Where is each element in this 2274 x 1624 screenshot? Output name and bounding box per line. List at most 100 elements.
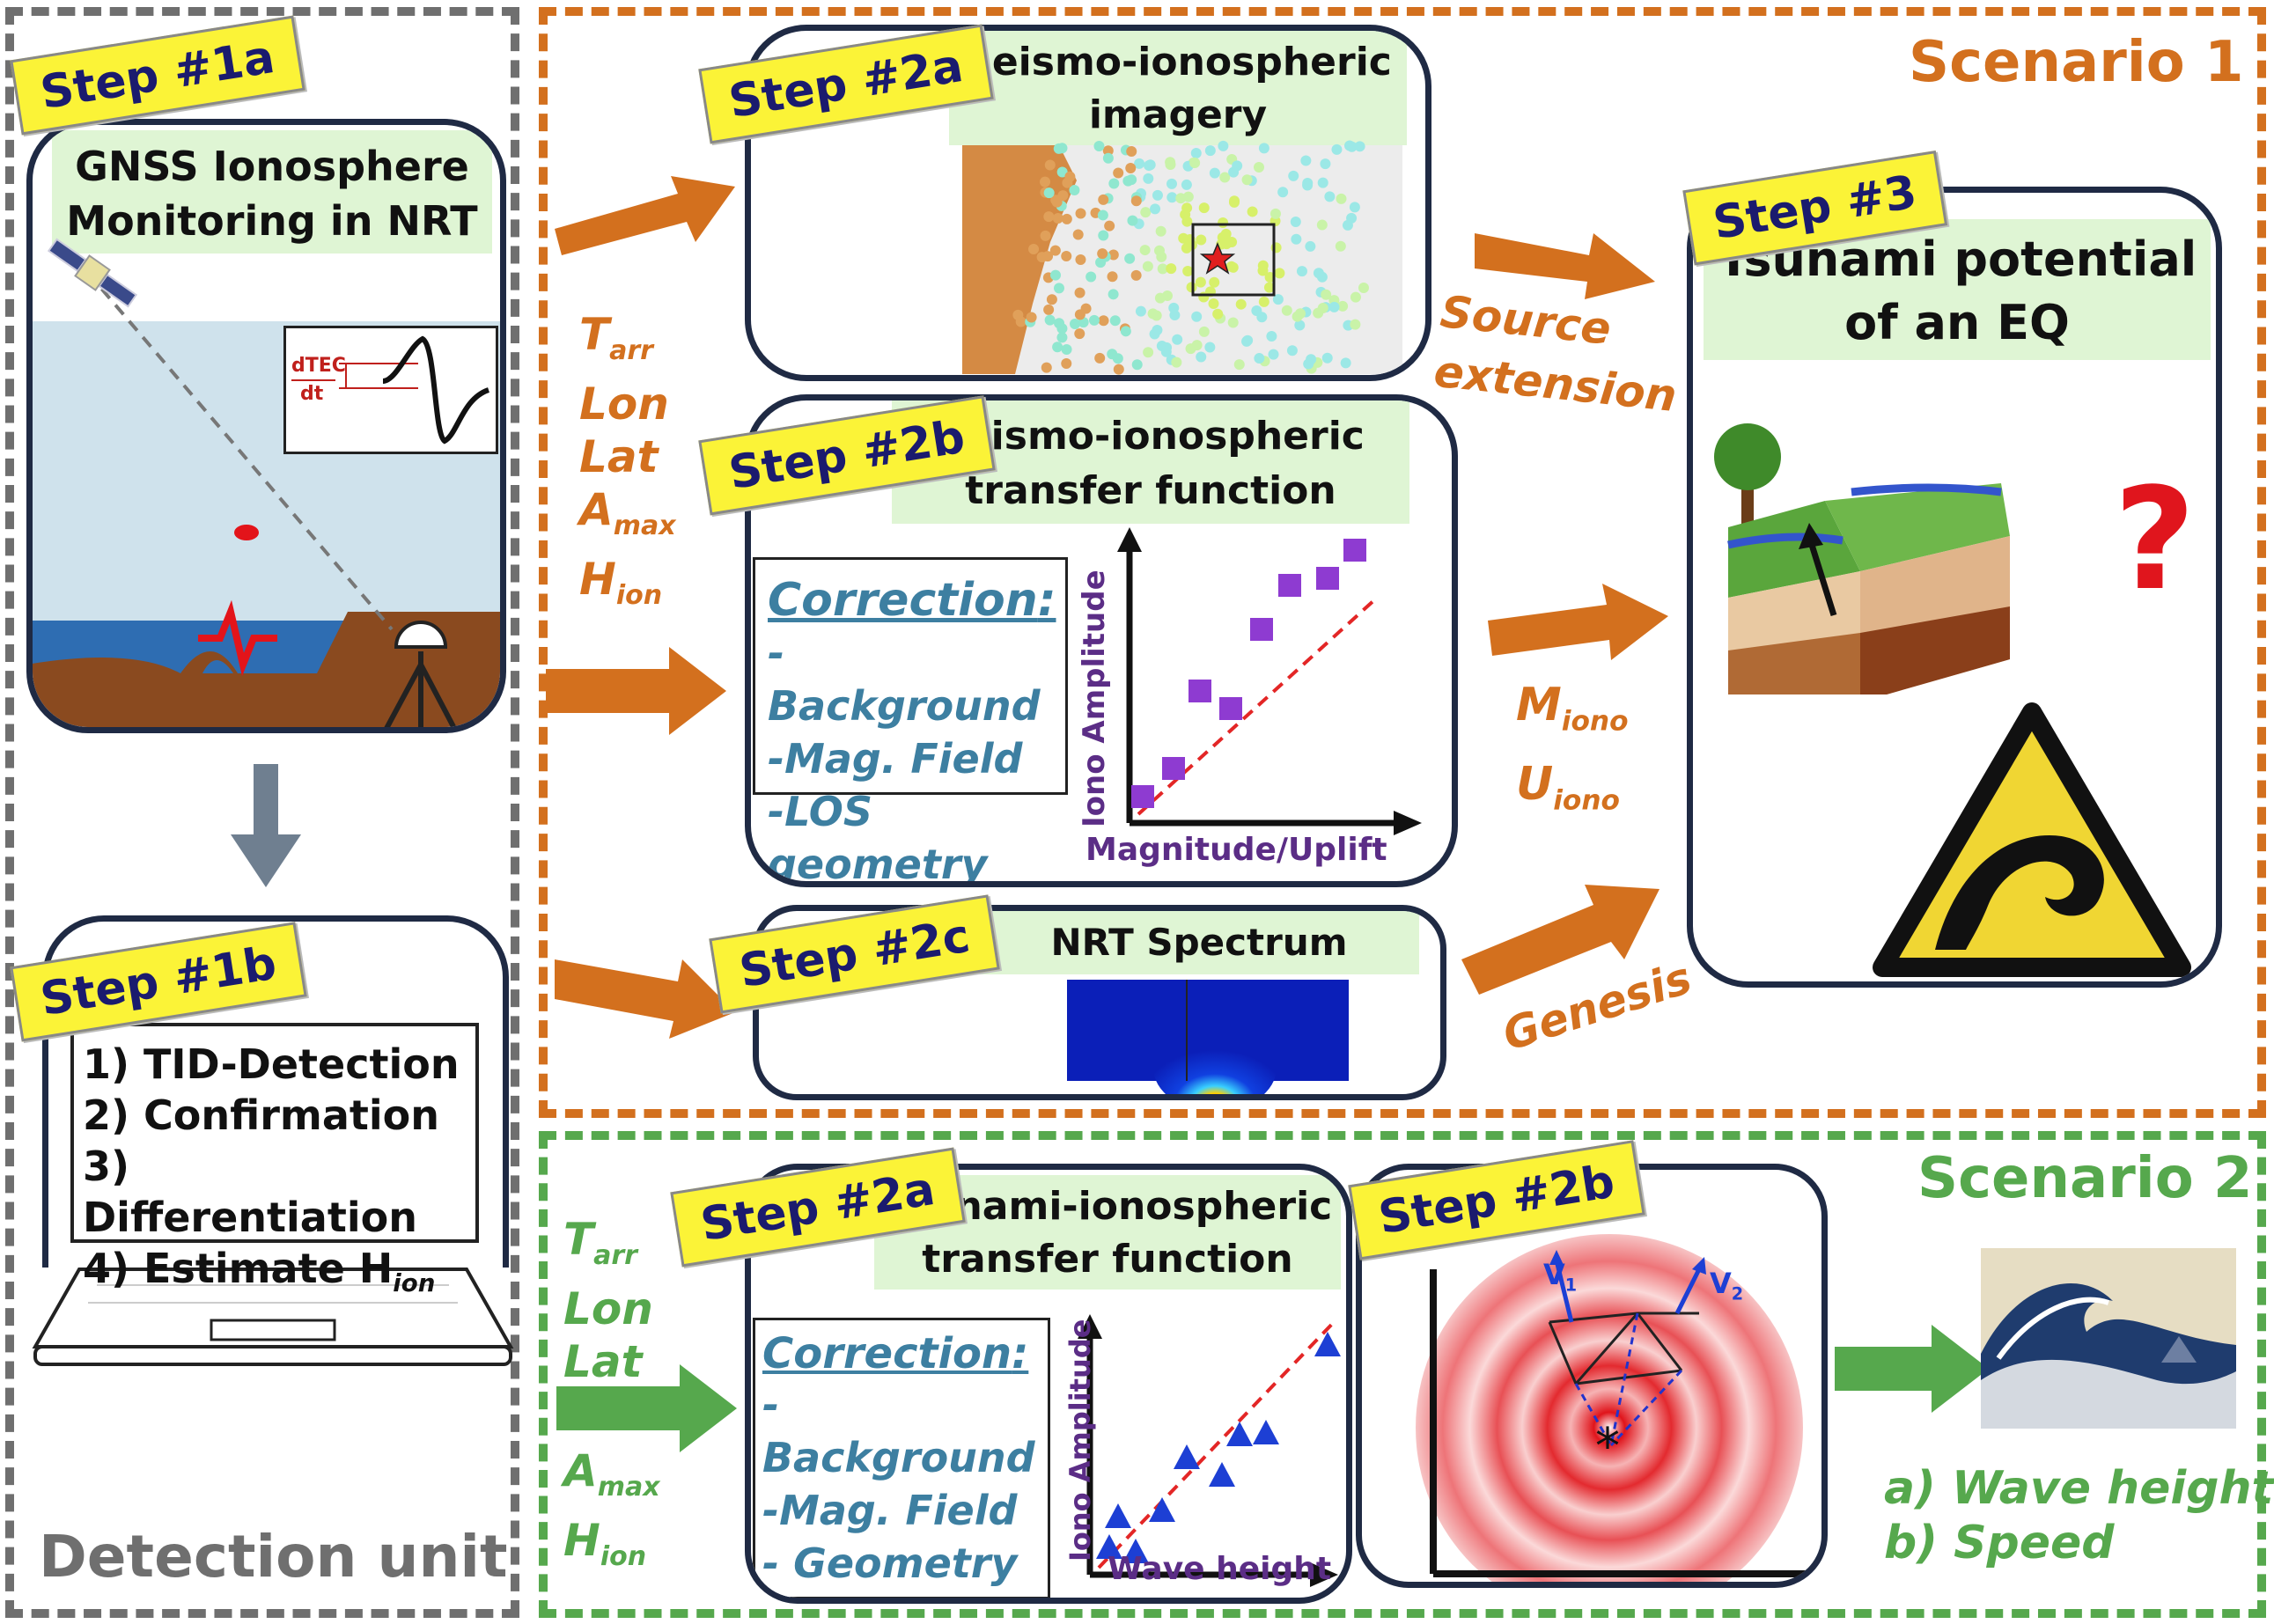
- tec-dot: [1061, 344, 1072, 356]
- tec-dot: [1296, 266, 1307, 277]
- tec-dot: [1075, 254, 1086, 266]
- satellite-icon: [47, 238, 138, 308]
- tec-dot: [1204, 145, 1216, 157]
- tec-dot: [1049, 269, 1061, 281]
- tsunami-warning-icon: [1873, 702, 2191, 977]
- tec-dot: [1135, 305, 1146, 317]
- tec-dot: [1152, 324, 1163, 335]
- tec-dot: [1044, 314, 1056, 326]
- m-u-iono-labels: Miono Uiono: [1516, 673, 1629, 833]
- triangle-marker: [1314, 1332, 1341, 1356]
- tec-dot: [1107, 271, 1118, 283]
- tec-dot: [1354, 141, 1365, 152]
- tec-dot: [1321, 289, 1332, 300]
- param2-lon: Lon: [563, 1283, 653, 1334]
- triangle-marker: [1253, 1420, 1279, 1444]
- tec-dot: [1113, 167, 1124, 179]
- fault-block-icon: [1714, 423, 2010, 694]
- tec-dot: [1181, 202, 1193, 214]
- param1-hion: Hion: [579, 554, 663, 611]
- scenario2-label: Scenario 2: [1917, 1146, 2253, 1211]
- tec-dot: [1350, 291, 1361, 303]
- tec-dot: [1182, 191, 1194, 202]
- tec-dot: [1258, 296, 1269, 307]
- tec-dot: [1104, 220, 1115, 231]
- tec-dot: [1140, 207, 1152, 218]
- tec-dot: [1144, 160, 1155, 172]
- tec-dot: [1191, 311, 1203, 322]
- scatter-marker: [1316, 567, 1339, 590]
- tec-dot: [1088, 314, 1100, 326]
- tec-dot: [1166, 192, 1178, 203]
- tec-dot: [1056, 166, 1068, 178]
- scatter-marker: [1278, 574, 1301, 597]
- tec-dot: [1335, 240, 1346, 252]
- tec-dot: [1331, 143, 1343, 155]
- tec-dot: [1061, 357, 1072, 369]
- tec-dot: [1074, 309, 1085, 320]
- scatter-marker: [1250, 618, 1273, 641]
- tec-dot: [1235, 298, 1247, 310]
- tec-dot: [1209, 276, 1220, 288]
- tec-dot: [1349, 202, 1360, 213]
- tec-dot: [1043, 211, 1055, 223]
- tec-dot: [1143, 173, 1154, 184]
- tec-dot: [1074, 328, 1085, 340]
- scatter-marker: [1343, 539, 1366, 562]
- param1-amax: Amax: [579, 484, 676, 541]
- tec-dot: [1208, 298, 1219, 310]
- s2-correction-3: - Geometry: [762, 1539, 1018, 1587]
- tec-dot: [1220, 228, 1232, 239]
- triangle-marker: [1174, 1444, 1200, 1469]
- s2-correction-4: -Bathymetry: [762, 1590, 1041, 1598]
- s1-correction-1: -Background: [768, 629, 1041, 730]
- scenario1-label: Scenario 1: [1909, 30, 2244, 95]
- step1b-item-1: 1) TID-Detection: [83, 1040, 460, 1088]
- tec-dot: [1358, 282, 1369, 293]
- tsunami-transfer-plot: [1078, 1314, 1341, 1587]
- tec-dot: [1098, 194, 1109, 205]
- s2-correction-2: -Mag. Field: [762, 1487, 1018, 1534]
- velocity-v2: V2: [1710, 1267, 1744, 1304]
- arrow-2a-to-3: [1475, 233, 1655, 299]
- tec-dot: [1291, 233, 1302, 245]
- tec-dot: [1172, 334, 1183, 345]
- tec-dot: [1049, 245, 1061, 256]
- tec-dot: [1198, 202, 1210, 214]
- step3-panel: Tsunami potential of an EQ ?: [1687, 187, 2222, 988]
- tec-dot: [1277, 187, 1289, 198]
- tec-dot: [1044, 159, 1056, 171]
- tec-dot: [1093, 140, 1105, 151]
- tec-dot: [1126, 146, 1137, 158]
- tec-dot: [1042, 251, 1054, 262]
- tec-dot: [1258, 143, 1269, 154]
- step2a-s2-correction-box: Correction: -Background -Mag. Field - Ge…: [753, 1318, 1050, 1598]
- tec-dot: [1288, 170, 1299, 181]
- tec-dot: [1053, 283, 1064, 294]
- arrow-2b-to-3: [1488, 584, 1668, 660]
- dtec-inset: dTEC dt: [283, 326, 498, 454]
- tec-dot: [1281, 305, 1292, 316]
- arrow-to-wave-image: [1835, 1325, 1989, 1413]
- u-iono: Uiono: [1516, 758, 1620, 817]
- question-mark: ?: [2114, 457, 2196, 621]
- tec-dot: [1085, 271, 1097, 283]
- step2c-s1-title: NRT Spectrum: [979, 911, 1419, 974]
- tec-dot: [1269, 208, 1281, 219]
- tec-dot: [1343, 140, 1355, 151]
- tec-dot: [1046, 294, 1057, 305]
- s1-y-axis-label: Iono Amplitude: [1077, 570, 1112, 827]
- tec-dot: [1069, 185, 1080, 196]
- tec-dot: [1317, 302, 1328, 313]
- step1a-panel: GNSS Ionosphere Monitoring in NRT dTEC: [26, 119, 506, 733]
- tec-dot: [1313, 268, 1324, 279]
- dt-label: dt: [300, 383, 324, 405]
- output-speed: b) Speed: [1884, 1517, 2115, 1569]
- arrow-2c-to-3: [1461, 885, 1660, 995]
- tec-dot: [1324, 191, 1336, 202]
- tec-dot: [1061, 250, 1072, 261]
- scatter-marker: [1131, 785, 1154, 808]
- tree-icon: [1714, 423, 1781, 490]
- s1-correction-3: -LOS geometry: [768, 788, 988, 887]
- tec-dot: [1302, 180, 1314, 191]
